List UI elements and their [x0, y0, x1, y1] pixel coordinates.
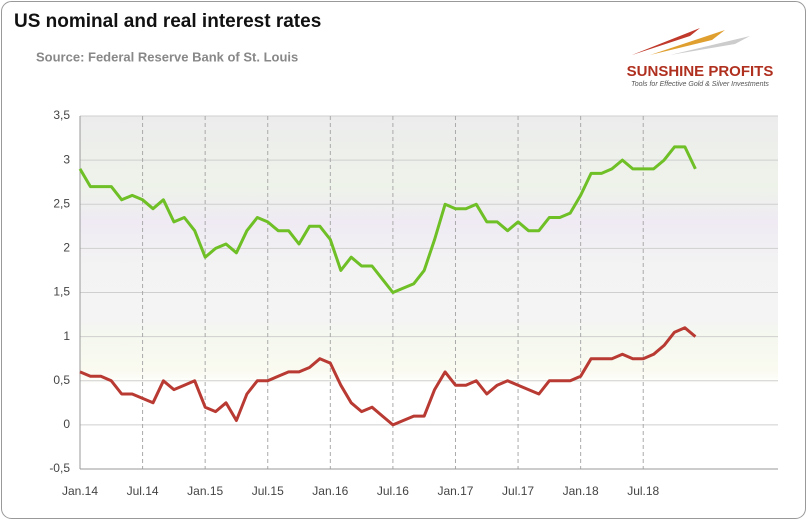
y-tick-label: 1 — [63, 329, 70, 343]
x-tick-label: Jan.15 — [187, 484, 223, 498]
x-tick-label: Jul.17 — [502, 484, 534, 498]
x-tick-label: Jan.17 — [437, 484, 473, 498]
y-tick-label: 3 — [63, 152, 70, 166]
x-tick-label: Jul.18 — [627, 484, 659, 498]
y-tick-label: -0,5 — [49, 461, 70, 475]
chart-subtitle: Source: Federal Reserve Bank of St. Loui… — [36, 49, 298, 64]
line-series — [79, 326, 697, 427]
x-tick-label: Jan.18 — [563, 484, 599, 498]
logo-name: SUNSHINE PROFITS — [627, 63, 774, 80]
y-tick-label: 2 — [63, 241, 70, 255]
line-series — [78, 145, 697, 294]
x-tick-label: Jan.16 — [312, 484, 348, 498]
x-tick-label: Jul.15 — [252, 484, 284, 498]
y-tick-label: 3,5 — [53, 108, 70, 122]
logo-tagline: Tools for Effective Gold & Silver Invest… — [631, 81, 769, 88]
y-tick-label: 0 — [63, 417, 70, 431]
y-tick-label: 0,5 — [53, 373, 70, 387]
x-tick-label: Jan.14 — [62, 484, 98, 498]
x-tick-label: Jul.14 — [127, 484, 159, 498]
y-tick-label: 1,5 — [53, 285, 70, 299]
x-tick-label: Jul.16 — [377, 484, 409, 498]
logo: SUNSHINE PROFITS Tools for Effective Gol… — [627, 28, 774, 88]
chart-title: US nominal and real interest rates — [14, 11, 321, 32]
y-tick-label: 2,5 — [53, 196, 70, 210]
